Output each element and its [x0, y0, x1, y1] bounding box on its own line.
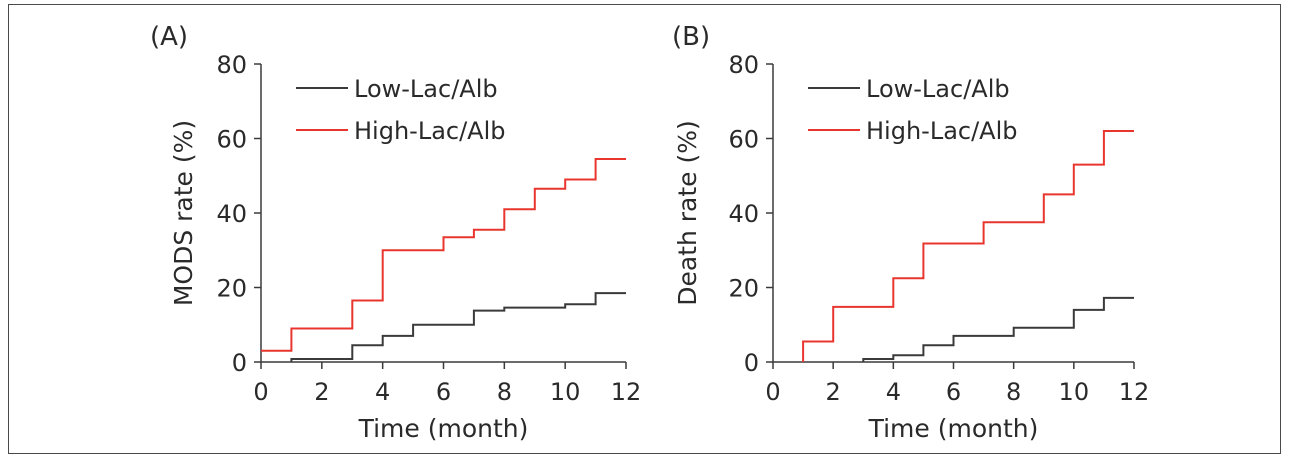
- y-tick-label: 0: [232, 349, 247, 377]
- x-tick-label: 12: [611, 378, 642, 406]
- x-tick-label: 12: [1119, 378, 1150, 406]
- y-axis-title: Death rate (%): [673, 120, 702, 306]
- x-tick-label: 4: [375, 378, 390, 406]
- x-tick-label: 0: [253, 378, 268, 406]
- panel-label: (B): [672, 22, 710, 52]
- chart-panel-a: 0 20 40 60 80 0 2 4 6 8 10 12 Low-Lac/Alb High-Lac/Al…: [150, 22, 641, 443]
- y-tick-label: 20: [728, 275, 759, 303]
- y-axis-title: MODS rate (%): [169, 120, 198, 306]
- x-tick-label: 6: [436, 378, 451, 406]
- series-line-low-lac-alb: [290, 292, 626, 362]
- x-tick-label: 2: [314, 378, 329, 406]
- x-tick-label: 10: [1059, 378, 1090, 406]
- x-tick-label: 8: [1006, 378, 1021, 406]
- x-tick-label: 0: [765, 378, 780, 406]
- y-tick-label: 60: [728, 126, 759, 154]
- legend-label: High-Lac/Alb: [866, 117, 1018, 145]
- panel-label: (A): [150, 22, 188, 52]
- y-tick-label: 60: [216, 126, 247, 154]
- x-axis-title: Time (month): [358, 414, 529, 443]
- series-line-low-lac-alb: [862, 296, 1134, 362]
- y-tick-label: 80: [216, 51, 247, 79]
- legend-label: Low-Lac/Alb: [354, 75, 498, 103]
- x-tick-label: 10: [550, 378, 581, 406]
- legend-label: Low-Lac/Alb: [866, 75, 1010, 103]
- x-tick-label: 2: [826, 378, 841, 406]
- series-line-high-lac-alb: [802, 130, 1134, 362]
- series-line-high-lac-alb: [261, 158, 626, 352]
- x-tick-label: 8: [497, 378, 512, 406]
- y-tick-label: 40: [728, 200, 759, 228]
- legend-label: High-Lac/Alb: [354, 117, 506, 145]
- chart-panel-b: 0 20 40 60 80 0 2 4 6 8 10 12 Low-Lac/Alb High-Lac/Al…: [672, 22, 1149, 443]
- y-tick-label: 20: [216, 275, 247, 303]
- figure-frame: [8, 4, 1281, 454]
- y-tick-label: 0: [744, 349, 759, 377]
- x-axis-title: Time (month): [868, 414, 1039, 443]
- y-tick-label: 40: [216, 200, 247, 228]
- x-tick-label: 4: [886, 378, 901, 406]
- x-tick-label: 6: [946, 378, 961, 406]
- y-tick-label: 80: [728, 51, 759, 79]
